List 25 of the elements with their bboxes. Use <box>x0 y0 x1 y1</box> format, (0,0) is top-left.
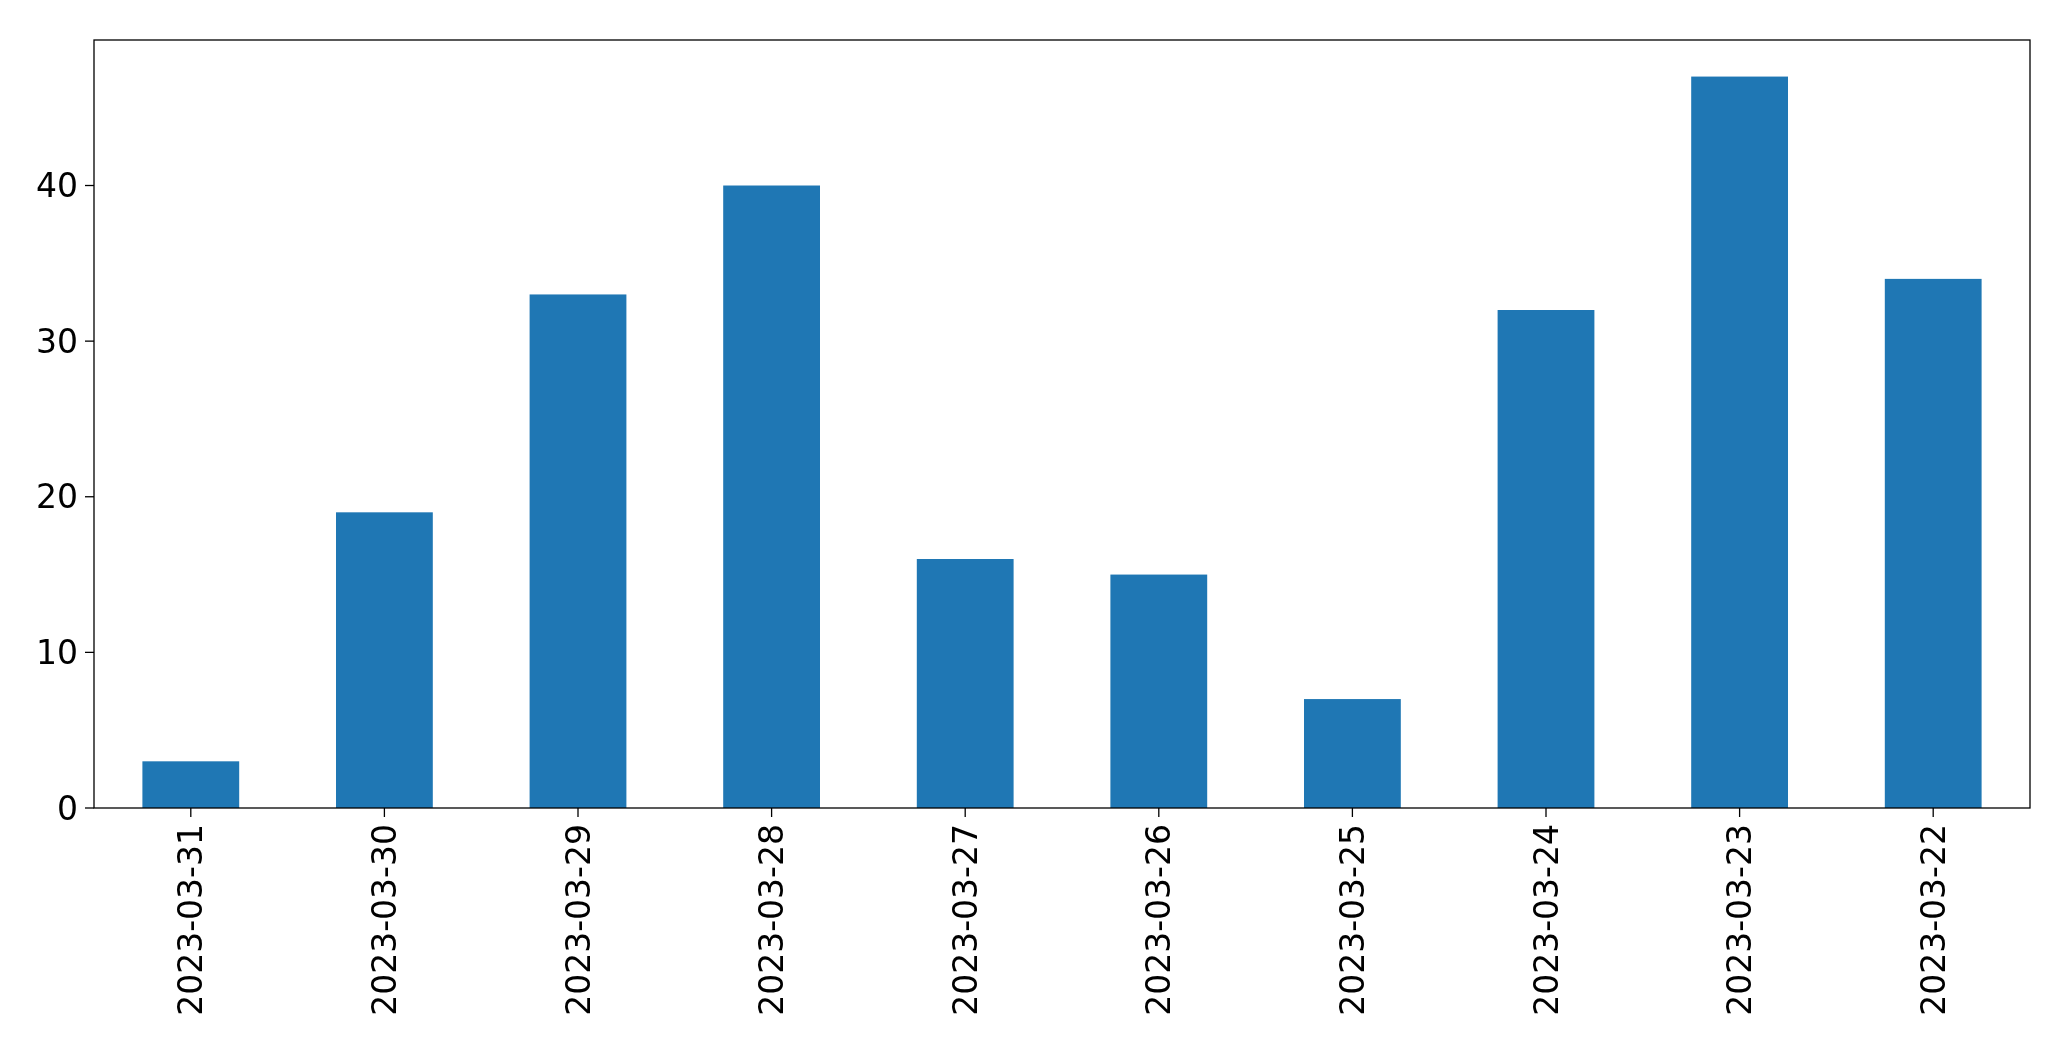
bar <box>723 185 820 808</box>
x-tick-label: 2023-03-28 <box>752 824 792 1016</box>
y-tick-label: 30 <box>36 321 78 361</box>
y-tick-label: 40 <box>36 166 78 206</box>
x-tick-label: 2023-03-29 <box>558 824 598 1016</box>
bar <box>1497 310 1595 808</box>
y-tick-label: 20 <box>36 477 78 517</box>
x-tick-label: 2023-03-24 <box>1526 824 1566 1016</box>
bar <box>336 512 433 808</box>
x-tick-label: 2023-03-25 <box>1332 824 1372 1016</box>
y-tick-label: 10 <box>36 632 78 672</box>
x-tick-label: 2023-03-30 <box>364 824 404 1016</box>
bar <box>1691 76 1788 808</box>
x-tick-label: 2023-03-26 <box>1139 824 1179 1016</box>
bar <box>916 559 1014 808</box>
bar <box>142 761 240 808</box>
bar <box>529 294 627 808</box>
bar <box>1884 278 1982 808</box>
bar <box>1304 699 1401 808</box>
x-tick-label: 2023-03-27 <box>945 824 985 1016</box>
bar <box>1110 574 1208 808</box>
y-tick-label: 0 <box>57 788 78 828</box>
x-tick-label: 2023-03-22 <box>1913 824 1953 1016</box>
x-tick-label: 2023-03-31 <box>171 824 211 1016</box>
x-tick-label: 2023-03-23 <box>1720 824 1760 1016</box>
